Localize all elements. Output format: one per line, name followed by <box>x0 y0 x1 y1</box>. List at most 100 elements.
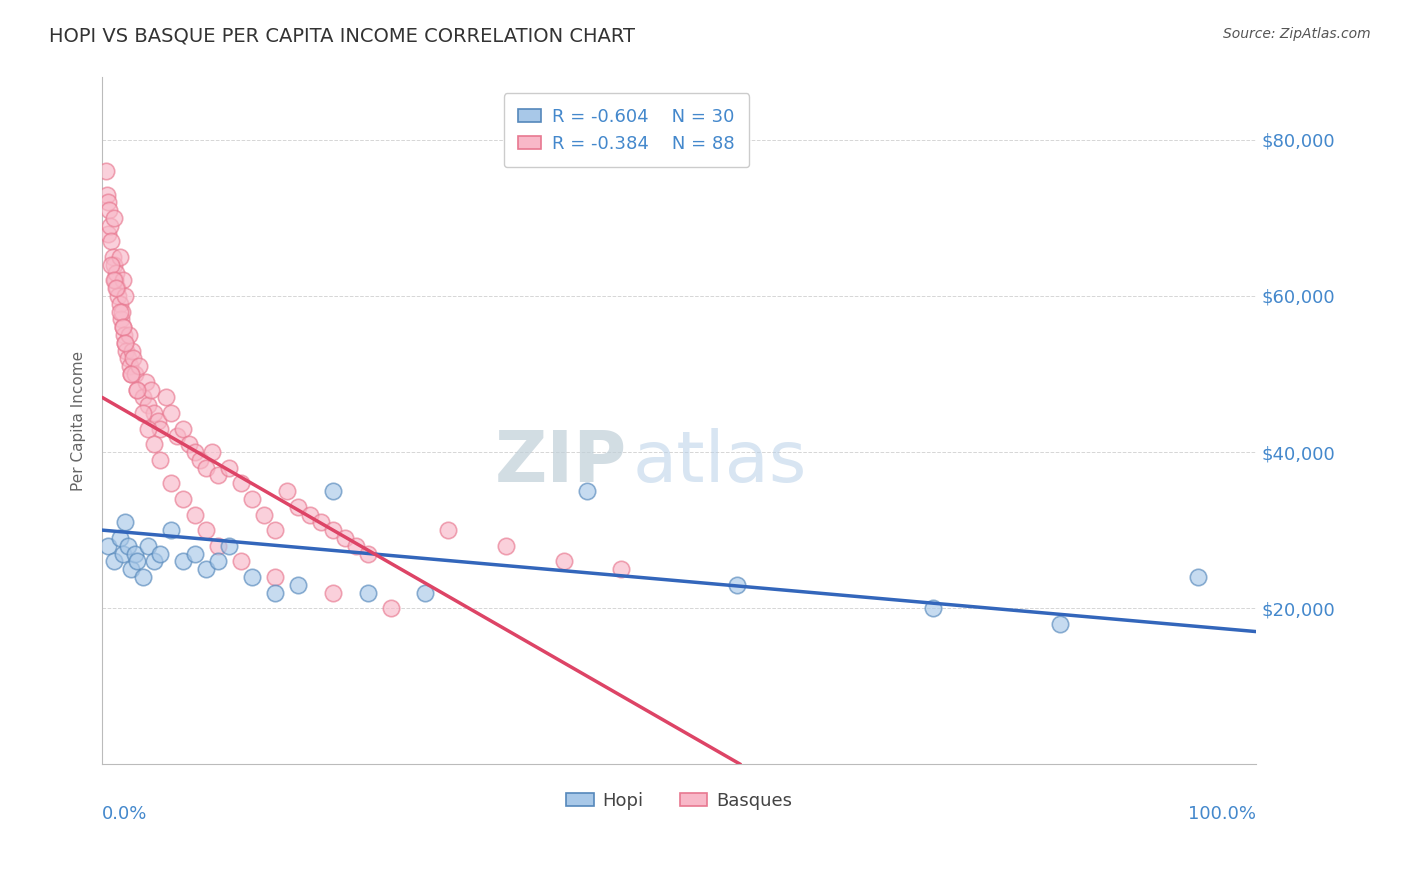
Point <box>108 297 131 311</box>
Point <box>172 554 194 568</box>
Point <box>125 383 148 397</box>
Point <box>195 460 218 475</box>
Point <box>104 273 127 287</box>
Point <box>155 391 177 405</box>
Point <box>131 570 153 584</box>
Point <box>413 585 436 599</box>
Point <box>218 539 240 553</box>
Point <box>108 250 131 264</box>
Point <box>107 289 129 303</box>
Point <box>1187 570 1209 584</box>
Point <box>124 547 146 561</box>
Point <box>160 406 183 420</box>
Point <box>143 406 166 420</box>
Point <box>160 476 183 491</box>
Point <box>101 250 124 264</box>
Point <box>495 539 517 553</box>
Point <box>322 585 344 599</box>
Point <box>253 508 276 522</box>
Point <box>94 164 117 178</box>
Point <box>380 601 402 615</box>
Point <box>111 320 134 334</box>
Point <box>97 539 120 553</box>
Point <box>143 554 166 568</box>
Point <box>114 289 136 303</box>
Text: HOPI VS BASQUE PER CAPITA INCOME CORRELATION CHART: HOPI VS BASQUE PER CAPITA INCOME CORRELA… <box>49 27 636 45</box>
Point <box>264 570 287 584</box>
Point <box>103 554 125 568</box>
Point <box>118 359 141 374</box>
Point <box>356 585 378 599</box>
Point <box>103 211 125 225</box>
Point <box>111 320 134 334</box>
Point <box>131 391 153 405</box>
Point <box>138 422 160 436</box>
Point <box>298 508 321 522</box>
Point <box>135 375 157 389</box>
Point <box>437 523 460 537</box>
Point <box>108 531 131 545</box>
Point <box>322 484 344 499</box>
Point <box>121 343 143 358</box>
Point <box>240 491 263 506</box>
Point <box>207 468 229 483</box>
Point <box>96 187 118 202</box>
Point <box>105 281 128 295</box>
Point <box>124 367 146 381</box>
Point <box>114 335 136 350</box>
Point <box>97 227 120 241</box>
Point <box>229 554 252 568</box>
Point <box>103 258 125 272</box>
Point <box>98 219 121 233</box>
Point <box>122 351 145 366</box>
Point <box>276 484 298 499</box>
Point <box>125 554 148 568</box>
Point <box>138 539 160 553</box>
Point <box>166 429 188 443</box>
Point <box>110 312 132 326</box>
Point <box>922 601 945 615</box>
Point <box>344 539 367 553</box>
Point <box>172 491 194 506</box>
Point <box>149 422 172 436</box>
Point <box>125 383 148 397</box>
Point <box>160 523 183 537</box>
Point <box>195 562 218 576</box>
Point <box>575 484 598 499</box>
Point <box>195 523 218 537</box>
Point <box>100 235 122 249</box>
Point <box>103 273 125 287</box>
Point <box>218 460 240 475</box>
Point <box>114 516 136 530</box>
Point <box>610 562 633 576</box>
Point <box>118 328 141 343</box>
Point <box>117 539 139 553</box>
Text: ZIP: ZIP <box>495 427 627 497</box>
Point <box>177 437 200 451</box>
Text: 100.0%: 100.0% <box>1188 805 1256 823</box>
Point <box>97 195 120 210</box>
Text: atlas: atlas <box>633 427 807 497</box>
Point <box>287 500 309 514</box>
Point <box>112 328 135 343</box>
Point <box>115 343 138 358</box>
Point <box>183 508 205 522</box>
Point <box>183 547 205 561</box>
Point <box>105 266 128 280</box>
Point <box>333 531 356 545</box>
Point <box>264 585 287 599</box>
Point <box>188 453 211 467</box>
Point <box>111 273 134 287</box>
Point <box>1049 616 1071 631</box>
Point <box>128 359 150 374</box>
Legend: Hopi, Basques: Hopi, Basques <box>560 785 799 817</box>
Point <box>240 570 263 584</box>
Point <box>100 258 122 272</box>
Point <box>183 445 205 459</box>
Point <box>120 367 142 381</box>
Point <box>356 547 378 561</box>
Point <box>139 383 162 397</box>
Point <box>114 335 136 350</box>
Point <box>117 351 139 366</box>
Point <box>201 445 224 459</box>
